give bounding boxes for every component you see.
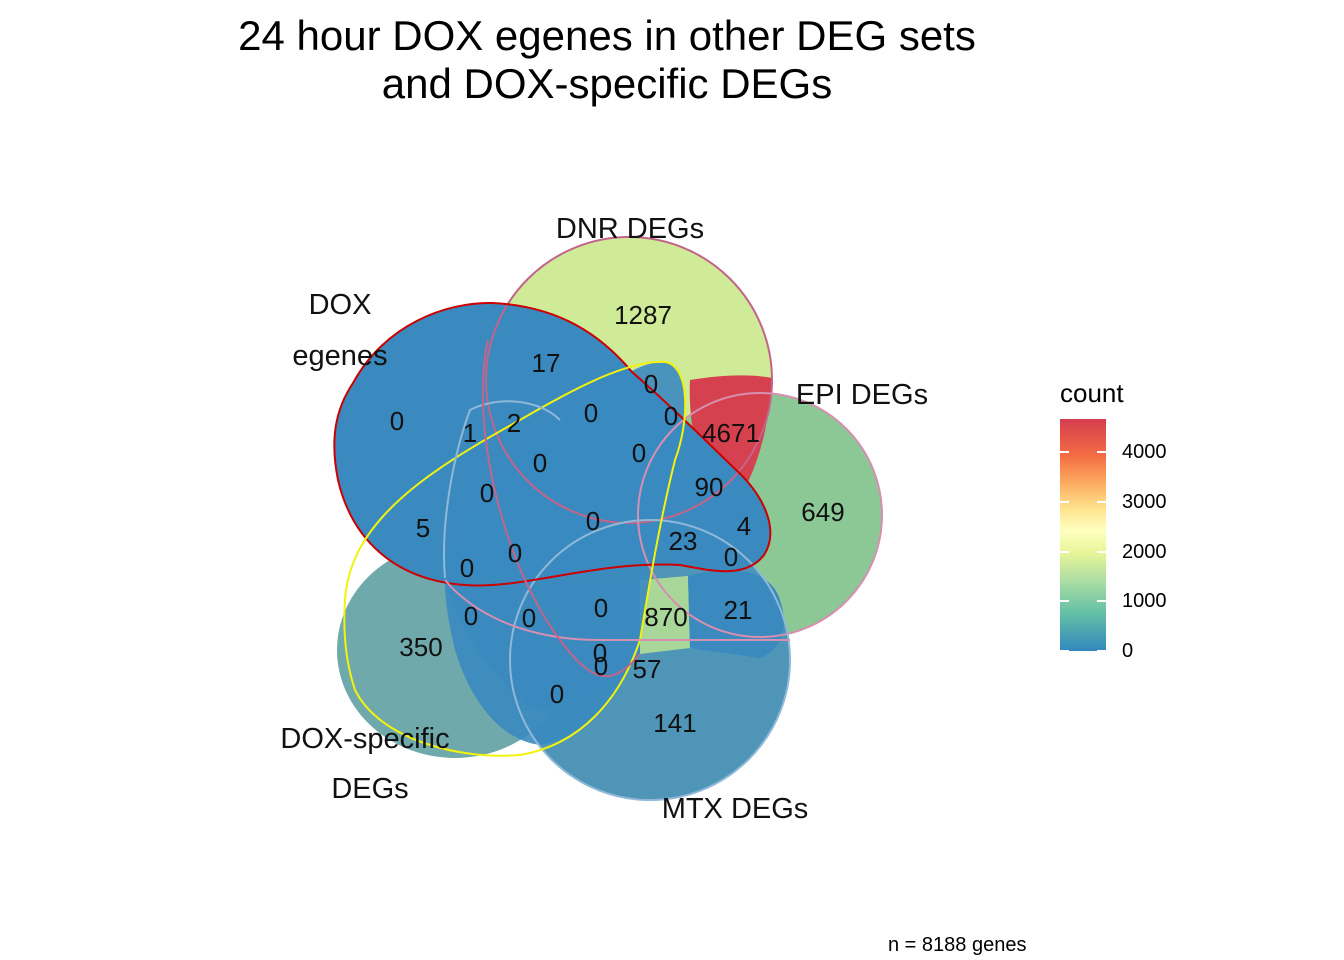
region-count-19: 4 [737, 511, 751, 541]
region-count-17: 0 [632, 438, 646, 468]
region-count-16: 0 [584, 398, 598, 428]
legend-title: count [1060, 378, 1124, 408]
region-count-29: 0 [522, 603, 536, 633]
region-count-25: 5 [416, 513, 430, 543]
gene-count-caption: n = 8188 genes [888, 934, 1027, 956]
set-label-dox-specific-line-1: DOX-specific [280, 723, 449, 755]
region-count-5: 17 [532, 348, 561, 378]
region-count-3: 350 [399, 632, 442, 662]
legend-tick-mark [1060, 600, 1069, 603]
dnr-degs-outline [485, 236, 773, 524]
epi-degs-outline [637, 392, 883, 638]
legend-color-bar [1060, 419, 1106, 651]
region-count-4: 0 [390, 406, 404, 436]
legend-tick-label: 3000 [1122, 490, 1167, 513]
region-count-1: 649 [801, 497, 844, 527]
region-count-12: 1 [463, 418, 477, 448]
region-count-27: 0 [460, 553, 474, 583]
dnr-inner-outline [481, 339, 641, 678]
legend-tick-label: 4000 [1122, 441, 1167, 464]
region-count-22: 0 [724, 542, 738, 572]
set-label-epi-degs: EPI DEGs [796, 379, 928, 411]
region-count-6: 4671 [702, 418, 760, 448]
set-label-dox-egenes-line-2: egenes [292, 340, 387, 372]
chart-title-line-1: 24 hour DOX egenes in other DEG sets [238, 12, 976, 59]
legend-tick-mark [1060, 451, 1069, 454]
chart-title: 24 hour DOX egenes in other DEG sets and… [0, 12, 1214, 108]
region-count-21: 23 [669, 526, 698, 556]
legend-tick-mark [1060, 550, 1069, 553]
region-count-13: 2 [507, 408, 521, 438]
mtx-inner-outline [443, 400, 561, 579]
legend-scale: 4000 3000 2000 1000 0 [1060, 419, 1260, 661]
region-count-23: 0 [480, 478, 494, 508]
venn-fills [334, 237, 882, 800]
legend-tick-label: 0 [1122, 640, 1134, 662]
region-count-26: 0 [508, 538, 522, 568]
region-count-2: 141 [653, 708, 696, 738]
mtx-overlap-fill [445, 577, 640, 710]
set-labels: DOX egenes DNR DEGs EPI DEGs MTX DEGs DO… [280, 213, 928, 825]
dnr-epi-mtx-region-fill [640, 576, 690, 654]
region-count-20: 0 [533, 448, 547, 478]
region-count-15: 0 [664, 401, 678, 431]
region-count-11: 0 [550, 679, 564, 709]
mtx-degs-outline [509, 519, 791, 801]
chart-title-line-2: and DOX-specific DEGs [381, 60, 833, 107]
set-label-mtx-degs: MTX DEGs [662, 793, 809, 825]
region-count-9: 870 [644, 602, 687, 632]
region-count-8: 57 [633, 654, 662, 684]
set-label-dnr-degs: DNR DEGs [556, 213, 704, 245]
legend-tick-mark [1060, 500, 1069, 503]
legend-tick-mark [1097, 451, 1106, 454]
dox-specific-degs-outline [343, 360, 687, 757]
region-count-31: 0 [593, 638, 607, 668]
region-count-18: 90 [695, 472, 724, 502]
legend-tick-label: 1000 [1122, 590, 1167, 613]
venn-outlines [333, 236, 883, 801]
set-label-dox-egenes-line-1: DOX [309, 289, 372, 321]
region-count-28: 0 [464, 601, 478, 631]
legend-tick-mark [1060, 650, 1069, 652]
legend-tick-mark [1097, 550, 1106, 553]
region-count-14: 0 [644, 369, 658, 399]
legend-tick-mark [1097, 600, 1106, 603]
region-count-10: 0 [594, 651, 608, 681]
count-legend: count 4000 3000 2000 1000 0 [1060, 378, 1260, 661]
region-count-7: 21 [724, 595, 753, 625]
legend-tick-mark [1097, 500, 1106, 503]
legend-tick-label: 2000 [1122, 540, 1167, 563]
legend-tick-mark [1097, 650, 1106, 652]
region-count-30: 0 [594, 593, 608, 623]
region-count-24: 0 [586, 506, 600, 536]
set-label-dox-specific-line-2: DEGs [331, 773, 408, 805]
epi-inner-outline [444, 579, 790, 642]
region-count-0: 1287 [614, 300, 672, 330]
